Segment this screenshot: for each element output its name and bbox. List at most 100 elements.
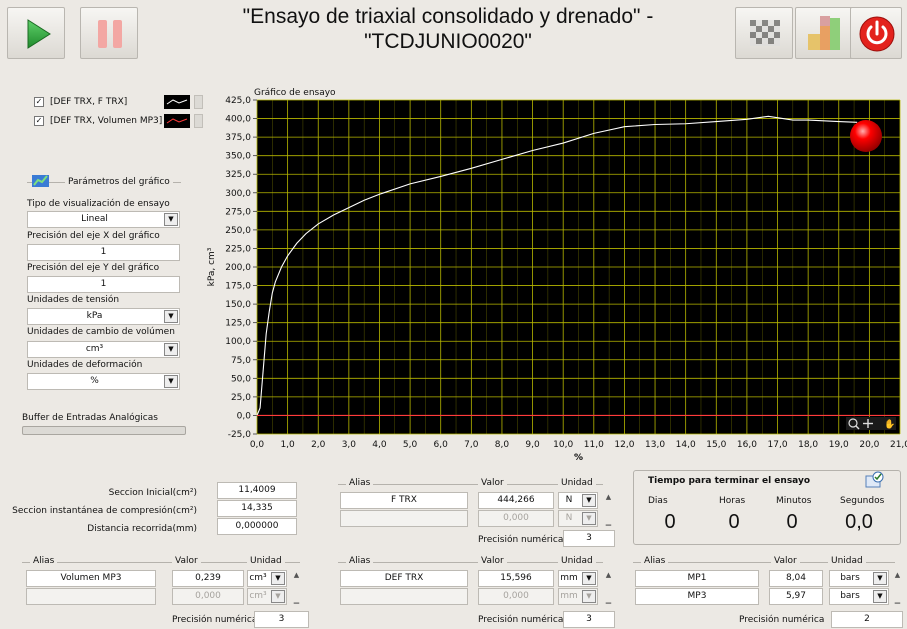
stress-series-line xyxy=(256,115,858,416)
y-tick-label: 325,0 xyxy=(225,170,251,180)
alias-field[interactable]: MP1 xyxy=(635,570,759,587)
unit-select[interactable]: bars ▼ xyxy=(829,570,889,587)
precision-input[interactable]: 3 xyxy=(254,611,309,628)
chevron-down-icon[interactable]: ▼ xyxy=(164,310,178,323)
unit-select[interactable]: N ▼ xyxy=(558,492,598,509)
seconds-value: 0,0 xyxy=(845,511,873,533)
scroll-down-icon[interactable]: ▁ xyxy=(293,596,300,604)
legend-label: [DEF TRX, F TRX] xyxy=(50,97,128,107)
scroll-up-icon[interactable]: ▲ xyxy=(293,571,300,579)
value-header: Valor xyxy=(478,478,507,488)
alias-field[interactable]: Volumen MP3 xyxy=(26,570,156,587)
y-tick-label: 350,0 xyxy=(225,152,251,162)
scroll-up-icon[interactable]: ▲ xyxy=(605,571,612,579)
stress-units-label: Unidades de tensión xyxy=(27,295,120,305)
pause-button[interactable] xyxy=(80,7,138,59)
x-tick-label: 10,0 xyxy=(553,440,573,450)
finish-flag-button[interactable] xyxy=(735,7,793,59)
unit-select[interactable]: mm ▼ xyxy=(558,570,598,587)
legend-item-force[interactable]: ✓ [DEF TRX, F TRX] xyxy=(34,95,209,111)
timer-title: Tiempo para terminar el ensayo xyxy=(648,476,811,486)
test-chart[interactable]: 0,0 1,0 2,0 3,0 4,0 5,0 6,0 7,0 8,0 9,0 10,0 11,0 12… xyxy=(200,94,907,466)
unit-select[interactable]: bars ▼ xyxy=(829,588,889,605)
y-precision-input[interactable]: 1 xyxy=(27,276,180,293)
stress-units-select[interactable]: kPa ▼ xyxy=(27,308,180,325)
volume-channel-group: Alias Valor Unidad Volumen MP3 0,239 cm³… xyxy=(22,556,312,628)
title-line-1: "Ensayo de triaxial consolidado y drenad… xyxy=(242,5,654,28)
alias-field[interactable] xyxy=(26,588,156,605)
legend-checkbox[interactable]: ✓ xyxy=(34,97,44,107)
legend-checkbox[interactable]: ✓ xyxy=(34,116,44,126)
scroll-up-icon[interactable]: ▲ xyxy=(605,493,612,501)
clock-check-icon[interactable] xyxy=(864,471,886,489)
x-tick-label: 11,0 xyxy=(584,440,604,450)
unit-select[interactable]: cm³ ▼ xyxy=(247,588,287,605)
deformation-units-select[interactable]: % ▼ xyxy=(27,373,180,390)
value-display: 5,97 xyxy=(769,588,823,605)
graph-tools-palette[interactable]: ✋ xyxy=(846,417,896,430)
chevron-down-icon[interactable]: ▼ xyxy=(582,494,596,507)
unit-select[interactable]: cm³ ▼ xyxy=(247,570,287,587)
unit-value: mm xyxy=(560,573,578,583)
chevron-down-icon[interactable]: ▼ xyxy=(164,213,178,226)
volume-units-value: cm³ xyxy=(85,344,104,354)
alias-field[interactable] xyxy=(340,588,468,605)
unit-value: N xyxy=(565,495,573,505)
blocks-icon xyxy=(808,16,840,50)
x-tick-label: 16,0 xyxy=(737,440,757,450)
unit-select[interactable]: mm ▼ xyxy=(558,588,598,605)
unit-header: Unidad xyxy=(828,556,866,566)
status-led-indicator xyxy=(850,120,882,152)
chevron-down-icon[interactable]: ▼ xyxy=(164,343,178,356)
chevron-down-icon[interactable]: ▼ xyxy=(873,590,887,603)
alias-field[interactable] xyxy=(340,510,468,527)
chevron-down-icon[interactable]: ▼ xyxy=(164,375,178,388)
alias-field[interactable]: MP3 xyxy=(635,588,759,605)
alias-field[interactable]: DEF TRX xyxy=(340,570,468,587)
chevron-down-icon[interactable]: ▼ xyxy=(873,572,887,585)
chevron-down-icon[interactable]: ▼ xyxy=(582,512,596,525)
value-display: 15,596 xyxy=(478,570,554,587)
minutes-label: Minutos xyxy=(776,496,812,506)
precision-input[interactable]: 2 xyxy=(831,611,903,628)
precision-label: Precisión numérica xyxy=(739,615,825,625)
chevron-down-icon[interactable]: ▼ xyxy=(271,590,285,603)
chart-icon xyxy=(32,175,49,187)
y-tick-label: 300,0 xyxy=(225,189,251,199)
initial-section-value: 11,4009 xyxy=(217,482,297,499)
chevron-down-icon[interactable]: ▼ xyxy=(582,590,596,603)
scroll-down-icon[interactable]: ▁ xyxy=(894,596,901,604)
unit-select[interactable]: N ▼ xyxy=(558,510,598,527)
deformation-units-label: Unidades de deformación xyxy=(27,360,143,370)
chart-caption: Gráfico de ensayo xyxy=(254,88,336,98)
distance-label: Distancia recorrida(mm) xyxy=(87,524,197,534)
hours-value: 0 xyxy=(728,511,740,533)
checkered-flag-icon xyxy=(750,20,780,46)
scroll-down-icon[interactable]: ▁ xyxy=(605,596,612,604)
precision-input[interactable]: 3 xyxy=(563,530,615,547)
power-button[interactable] xyxy=(850,7,902,59)
precision-input[interactable]: 3 xyxy=(563,611,615,628)
volume-units-select[interactable]: cm³ ▼ xyxy=(27,341,180,358)
viz-type-select[interactable]: Lineal ▼ xyxy=(27,211,180,228)
distance-value: 0,000000 xyxy=(217,518,297,535)
legend-scroll[interactable] xyxy=(194,114,203,128)
chevron-down-icon[interactable]: ▼ xyxy=(271,572,285,585)
legend-item-volume[interactable]: ✓ [DEF TRX, Volumen MP3] xyxy=(34,114,209,130)
legend-scroll[interactable] xyxy=(194,95,203,109)
hours-label: Horas xyxy=(719,496,746,506)
buffer-progress-bar xyxy=(22,426,186,435)
run-button[interactable] xyxy=(7,7,65,59)
scroll-up-icon[interactable]: ▲ xyxy=(894,571,901,579)
days-label: Dias xyxy=(648,496,668,506)
params-header: Parámetros del gráfico xyxy=(65,177,173,187)
minutes-value: 0 xyxy=(786,511,798,533)
alias-field[interactable]: F TRX xyxy=(340,492,468,509)
x-tick-label: 14,0 xyxy=(676,440,696,450)
y-tick-label: 100,0 xyxy=(225,337,251,347)
scroll-down-icon[interactable]: ▁ xyxy=(605,518,612,526)
chevron-down-icon[interactable]: ▼ xyxy=(582,572,596,585)
precision-label: Precisión numérica xyxy=(478,535,564,545)
report-button[interactable] xyxy=(795,7,853,59)
x-precision-input[interactable]: 1 xyxy=(27,244,180,261)
